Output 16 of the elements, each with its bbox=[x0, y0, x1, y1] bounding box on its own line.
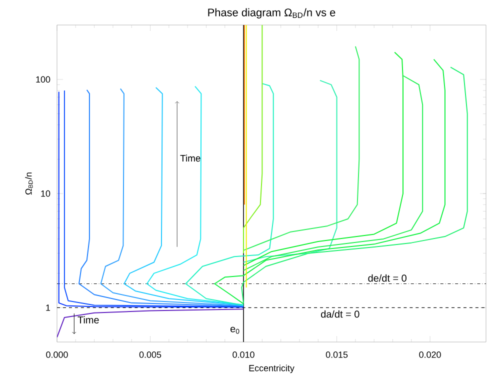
annotation: de/dt = 0 bbox=[368, 274, 406, 282]
y-tick-label: 1 bbox=[46, 304, 50, 311]
x-axis-title: Eccentricity bbox=[249, 364, 294, 374]
annotation: Time bbox=[180, 154, 200, 162]
y-tick-label: 100 bbox=[36, 76, 50, 83]
annotation: da/dt = 0 bbox=[321, 310, 360, 318]
x-tick-label: 0.000 bbox=[46, 352, 68, 358]
y-tick-label: 10 bbox=[41, 190, 50, 197]
ref-line-label: e$_{0}$ bbox=[230, 326, 240, 334]
x-tick-label: 0.010 bbox=[232, 352, 254, 358]
chart-title: Phase diagram Ω$_{BD}$/n vs e bbox=[208, 8, 336, 18]
x-tick-label: 0.020 bbox=[419, 352, 441, 358]
x-tick-label: 0.015 bbox=[326, 352, 348, 358]
x-tick-label: 0.005 bbox=[139, 352, 162, 358]
y-axis-title: Ω$_{BD}$/n bbox=[25, 172, 33, 195]
annotation: Time bbox=[78, 316, 99, 324]
